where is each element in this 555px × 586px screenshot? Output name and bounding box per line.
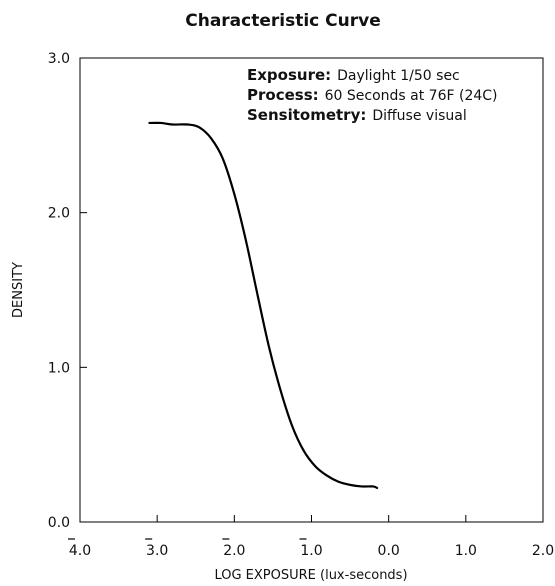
series-line (148, 121, 379, 490)
x-tick-label: 1.0 (455, 543, 477, 559)
annotation-value: Daylight 1/50 sec (337, 68, 460, 84)
y-tick-label: 2.0 (48, 206, 70, 222)
series-group (148, 121, 379, 490)
annotation-label: Exposure: (247, 66, 331, 84)
annotation-line: Exposure: Daylight 1/50 sec (247, 66, 460, 84)
x-tick-label: 3.0 (146, 543, 168, 559)
annotation-label: Sensitometry: (247, 106, 366, 124)
chart-title: Characteristic Curve (185, 11, 381, 31)
plot-frame (79, 57, 544, 523)
annotation-line: Process: 60 Seconds at 76F (24C) (247, 86, 498, 104)
x-tick-label: 2.0 (223, 543, 245, 559)
axis-ticks (79, 57, 544, 523)
x-tick-label: 4.0 (69, 543, 91, 559)
x-axis-label: LOG EXPOSURE (lux-seconds) (214, 568, 407, 583)
axis-tick-labels: 0.0 1.0 2.0 3.0 4.0 3.0 2.0 1.0 0.0 1.0 2.0 (48, 51, 554, 559)
annotation-value: 60 Seconds at 76F (24C) (325, 88, 498, 104)
y-tick-label: 0.0 (48, 515, 70, 531)
y-tick-label: 1.0 (48, 360, 70, 376)
y-tick-label: 3.0 (48, 51, 70, 67)
annotation-line: Sensitometry: Diffuse visual (247, 106, 467, 124)
annotation-value: Diffuse visual (372, 108, 466, 124)
annotation-block: Exposure: Daylight 1/50 sec Process: 60 Sec… (247, 66, 498, 124)
y-axis-label: DENSITY (11, 262, 26, 318)
x-tick-label: 2.0 (532, 543, 554, 559)
x-tick-label: 1.0 (300, 543, 322, 559)
x-tick-label: 0.0 (378, 543, 400, 559)
annotation-label: Process: (247, 86, 319, 104)
